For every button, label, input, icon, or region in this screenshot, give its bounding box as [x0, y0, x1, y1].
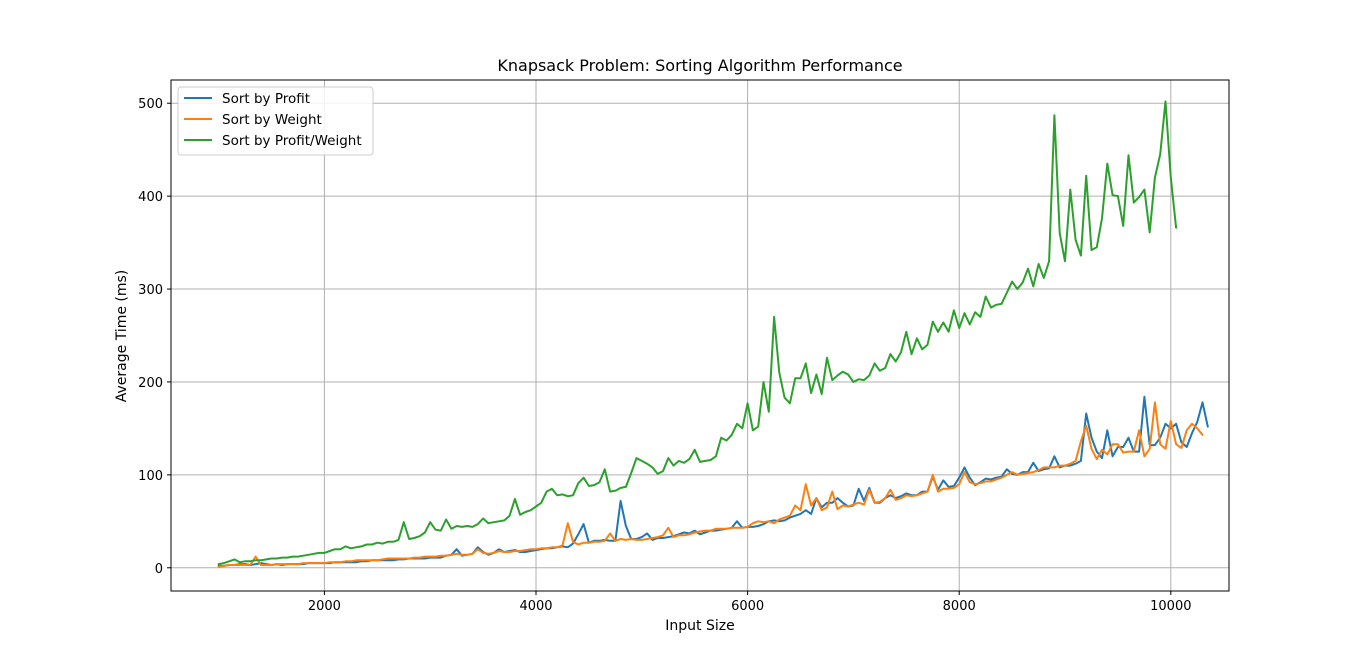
- plot-frame: [170, 79, 1230, 592]
- grid-lines: [171, 80, 1229, 591]
- series-line-3: [217, 100, 1178, 566]
- series-lines: [217, 100, 1209, 568]
- x-tick-label: 10000: [1150, 599, 1191, 614]
- chart-title: Knapsack Problem: Sorting Algorithm Perf…: [497, 56, 902, 75]
- y-tick-label: 0: [155, 562, 163, 577]
- y-axis-ticks: 0 100 200 300 400 500: [138, 97, 171, 577]
- y-axis-label: Average Time (ms): [114, 270, 130, 403]
- legend-label: Sort by Profit/Weight: [222, 133, 362, 149]
- legend-label: Sort by Weight: [222, 112, 322, 128]
- legend-box: [177, 86, 374, 156]
- y-tick-label: 200: [138, 376, 163, 391]
- x-axis-label: Input Size: [665, 618, 734, 634]
- y-tick-label: 100: [138, 469, 163, 484]
- x-tick-label: 4000: [519, 599, 552, 614]
- legend-label: Sort by Profit: [222, 91, 310, 107]
- x-axis-ticks: 2000 4000 6000 8000 10000: [308, 591, 1191, 614]
- x-tick-label: 6000: [731, 599, 764, 614]
- x-tick-label: 2000: [308, 599, 341, 614]
- y-tick-label: 400: [138, 190, 163, 205]
- series-line-2: [217, 401, 1204, 568]
- x-tick-label: 8000: [943, 599, 976, 614]
- y-tick-label: 300: [138, 283, 163, 298]
- y-tick-label: 500: [138, 97, 163, 112]
- legend: Sort by Profit Sort by Weight Sort by Prof…: [177, 86, 374, 156]
